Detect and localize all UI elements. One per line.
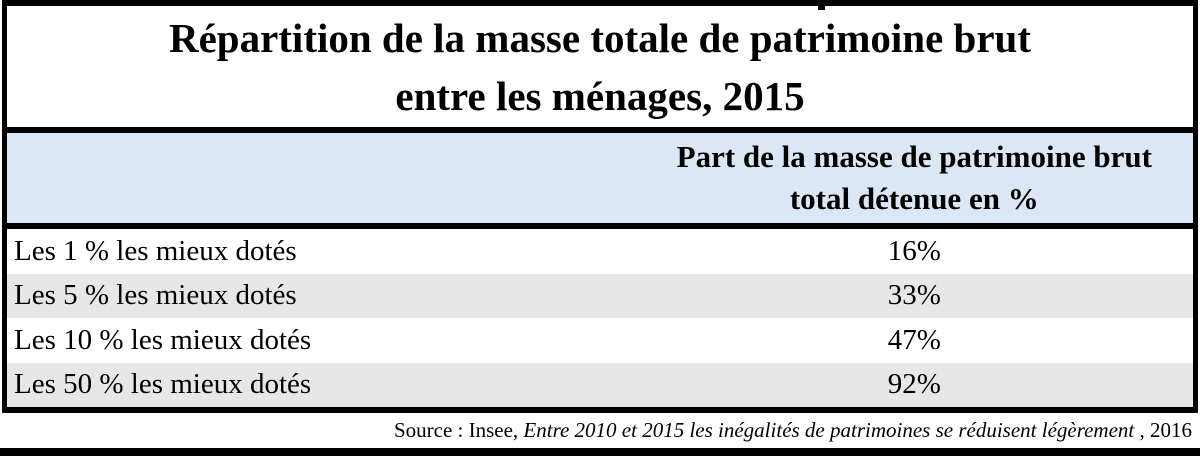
table-header-row: Part de la masse de patrimoine brut tota… [7, 133, 1193, 223]
top-border-tick [818, 6, 825, 10]
divider-below-title [7, 127, 1193, 133]
patrimoine-table: Répartition de la masse totale de patrim… [2, 0, 1198, 413]
table-row: Les 5 % les mieux dotés 33% [7, 273, 1193, 318]
row-label: Les 50 % les mieux dotés [14, 368, 312, 401]
row-value: 16% [887, 234, 941, 267]
table-title: Répartition de la masse totale de patrim… [7, 6, 1193, 127]
table-title-line2: entre les ménages, 2015 [395, 72, 805, 119]
bottom-black-bar [0, 448, 1200, 456]
header-empty-cell [7, 133, 636, 223]
row-label: Les 5 % les mieux dotés [14, 279, 297, 312]
source-caption: Source : Insee, Entre 2010 et 2015 les i… [0, 413, 1200, 448]
row-value: 47% [887, 323, 941, 356]
table-row: Les 1 % les mieux dotés 16% [7, 229, 1193, 274]
row-value: 33% [887, 279, 941, 312]
row-label: Les 10 % les mieux dotés [14, 323, 312, 356]
table-row: Les 10 % les mieux dotés 47% [7, 318, 1193, 363]
header-value-line2: total détenue en % [789, 181, 1039, 216]
source-reference-title: Entre 2010 et 2015 les inégalités de pat… [523, 418, 1135, 442]
row-value: 92% [887, 368, 941, 401]
source-suffix: , 2016 [1134, 418, 1193, 442]
divider-below-header [7, 223, 1193, 229]
row-label: Les 1 % les mieux dotés [14, 234, 297, 267]
table-title-line1: Répartition de la masse totale de patrim… [168, 14, 1032, 61]
table-body: Les 1 % les mieux dotés 16% Les 5 % les … [7, 229, 1193, 407]
header-value-line1: Part de la masse de patrimoine brut [676, 139, 1152, 174]
header-value-column: Part de la masse de patrimoine brut tota… [636, 133, 1193, 223]
source-prefix: Source : Insee, [393, 418, 524, 442]
table-row: Les 50 % les mieux dotés 92% [7, 362, 1193, 407]
